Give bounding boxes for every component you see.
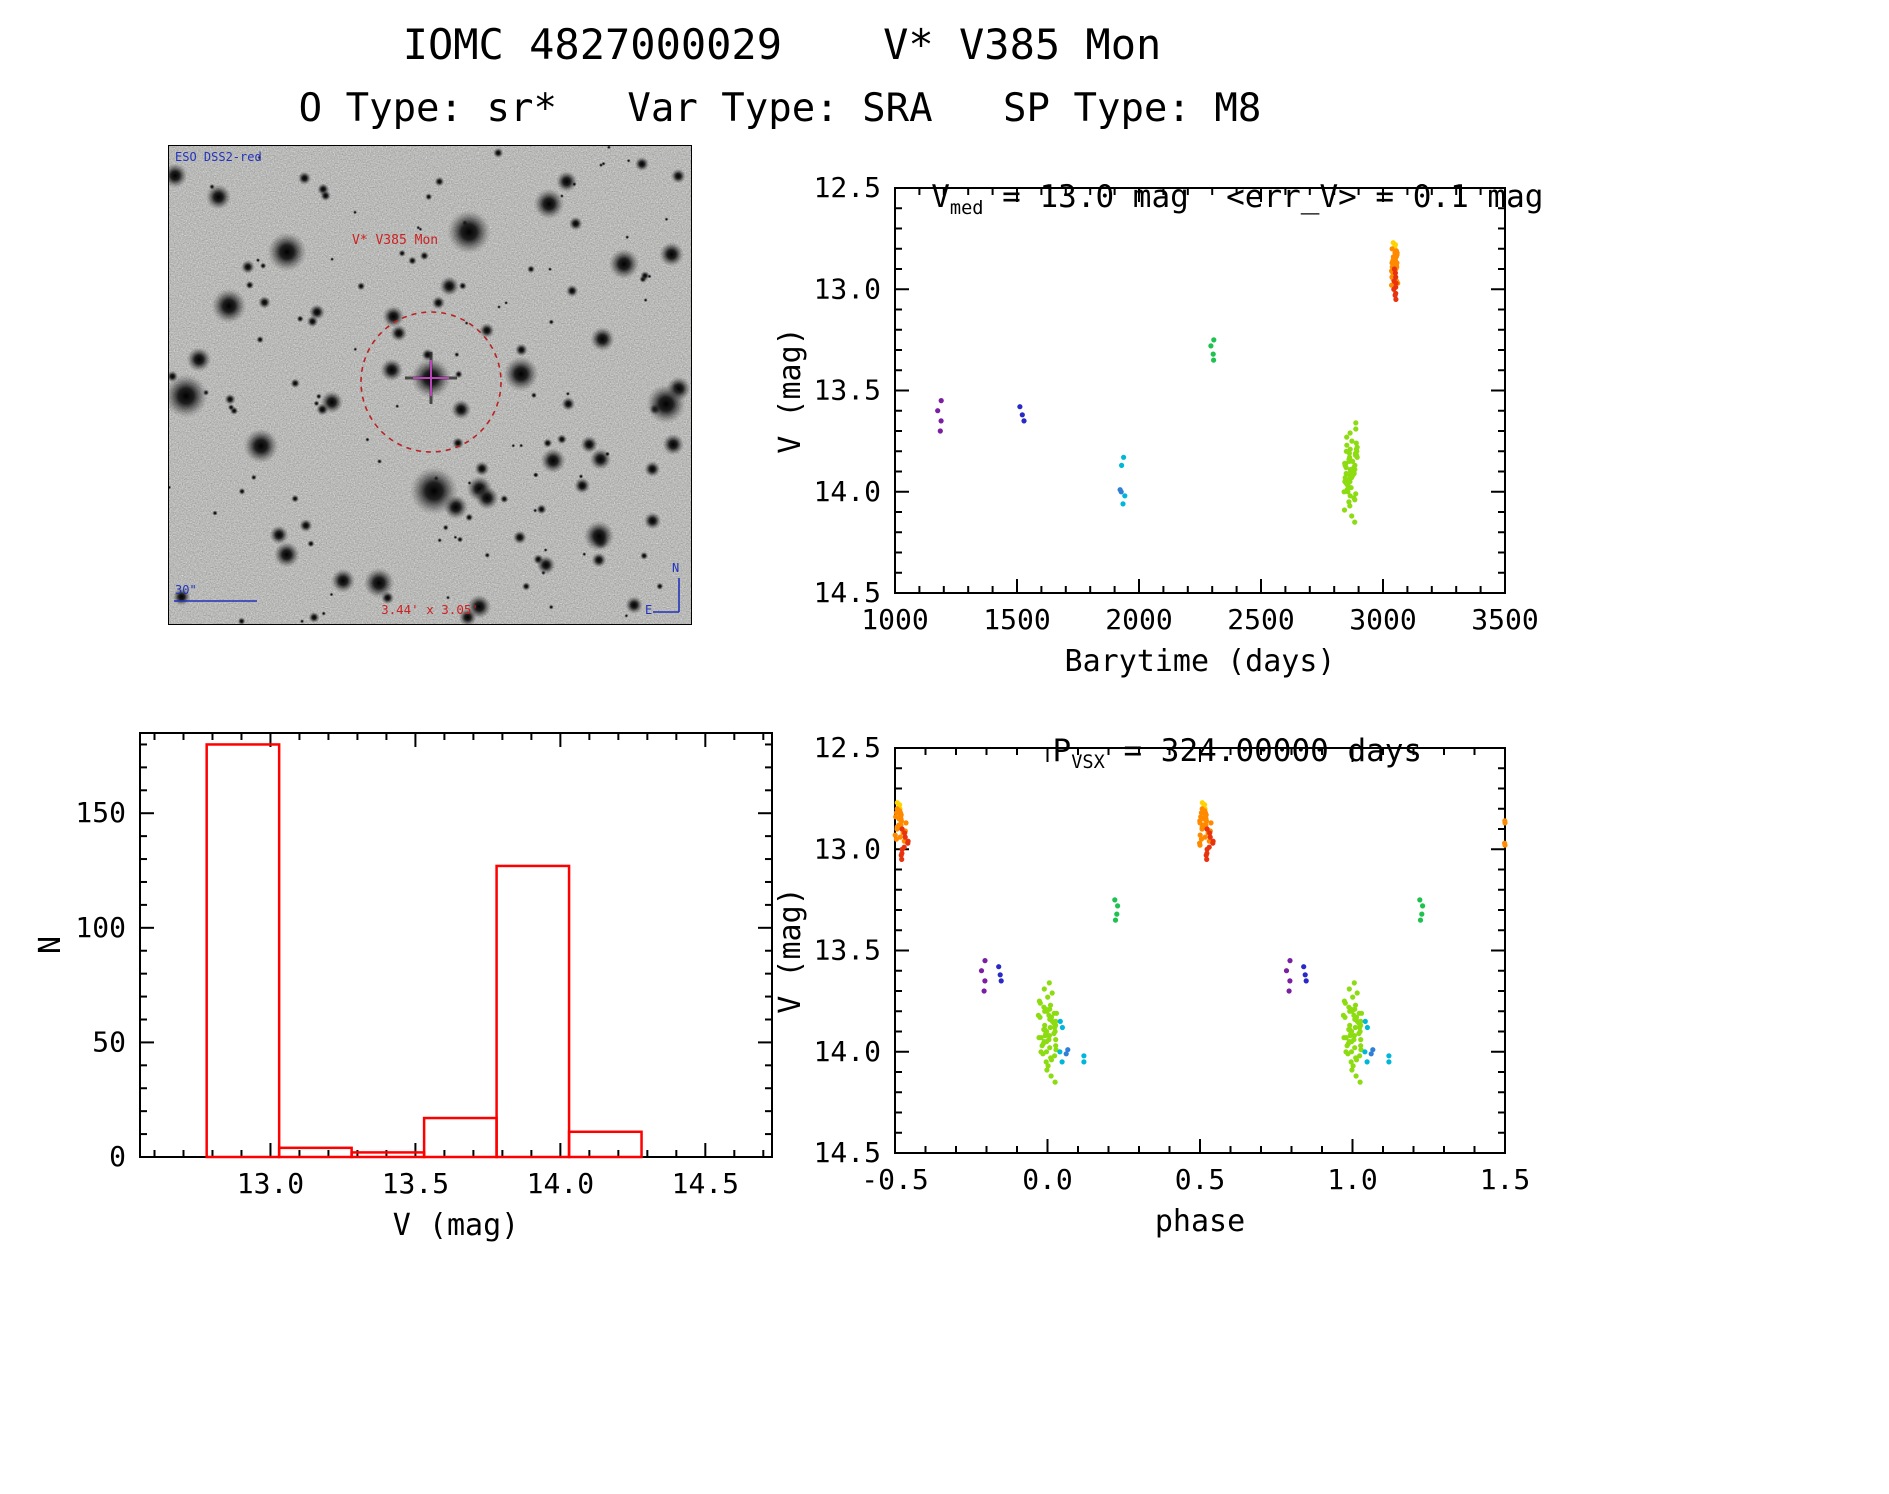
svg-text:12.5: 12.5 bbox=[814, 731, 881, 764]
title-rest: = 324.00000 days bbox=[1104, 733, 1423, 769]
compass-east-label: E bbox=[645, 603, 653, 617]
title-variable: P bbox=[1052, 733, 1072, 769]
phase-plot-title: PVSX = 324.00000 days bbox=[850, 697, 1550, 809]
page-title: IOMC 4827000029 V* V385 Mon bbox=[402, 20, 1162, 69]
svg-text:3000: 3000 bbox=[1349, 603, 1416, 636]
title-subscript: med bbox=[949, 198, 984, 220]
axis-ticks bbox=[140, 733, 772, 1158]
svg-text:3500: 3500 bbox=[1471, 603, 1538, 636]
y-axis-label: V (mag) bbox=[773, 887, 808, 1013]
svg-text:2000: 2000 bbox=[1105, 603, 1172, 636]
svg-text:14.5: 14.5 bbox=[814, 576, 881, 609]
svg-text:0.0: 0.0 bbox=[1022, 1163, 1073, 1196]
fov-label: 3.44' x 3.05' bbox=[381, 601, 479, 617]
compass-icon bbox=[653, 578, 680, 613]
svg-text:13.0: 13.0 bbox=[814, 272, 881, 305]
title-subscript: VSX bbox=[1071, 752, 1105, 774]
svg-text:14.5: 14.5 bbox=[672, 1167, 739, 1200]
svg-text:14.5: 14.5 bbox=[814, 1136, 881, 1169]
svg-text:14.0: 14.0 bbox=[814, 475, 881, 508]
histogram-bars bbox=[205, 743, 643, 1159]
svg-text:13.0: 13.0 bbox=[237, 1167, 304, 1200]
compass-north-label: N bbox=[672, 561, 680, 575]
svg-text:13.5: 13.5 bbox=[814, 934, 881, 967]
x-axis-label: phase bbox=[1155, 1204, 1245, 1239]
x-axis-label: Barytime (days) bbox=[1065, 644, 1336, 679]
scale-bar-label: 30" bbox=[175, 583, 197, 597]
svg-text:-0.5: -0.5 bbox=[861, 1163, 928, 1196]
sky-image bbox=[169, 146, 691, 624]
svg-text:13.5: 13.5 bbox=[382, 1167, 449, 1200]
svg-text:2500: 2500 bbox=[1227, 603, 1294, 636]
axis-frame bbox=[894, 187, 1506, 594]
svg-text:1000: 1000 bbox=[861, 603, 928, 636]
svg-text:13.0: 13.0 bbox=[814, 832, 881, 865]
svg-text:1500: 1500 bbox=[983, 603, 1050, 636]
svg-text:1.0: 1.0 bbox=[1327, 1163, 1378, 1196]
svg-text:50: 50 bbox=[92, 1025, 126, 1058]
svg-text:13.5: 13.5 bbox=[814, 374, 881, 407]
svg-text:100: 100 bbox=[75, 911, 126, 944]
data-points bbox=[935, 240, 1401, 525]
svg-text:14.0: 14.0 bbox=[814, 1035, 881, 1068]
magnitude-histogram-plot: 13.0 13.5 14.0 14.5 0 50 100 150 V (mag) N bbox=[33, 732, 773, 1243]
axis-frame bbox=[139, 732, 773, 1158]
y-axis-label: N bbox=[33, 936, 68, 954]
target-label: V* V385 Mon bbox=[352, 233, 439, 248]
svg-text:1.5: 1.5 bbox=[1480, 1163, 1531, 1196]
star-field bbox=[169, 146, 691, 624]
finding-chart: ESO DSS2-red V* V385 Mon 30" 3.44' x 3.0… bbox=[168, 145, 692, 625]
target-crosshair-icon bbox=[413, 360, 449, 396]
x-axis-label: V (mag) bbox=[393, 1208, 519, 1243]
page-subtitle: O Type: sr* Var Type: SRA SP Type: M8 bbox=[298, 86, 1262, 131]
y-axis-label: V (mag) bbox=[773, 327, 808, 453]
svg-text:0: 0 bbox=[109, 1140, 126, 1173]
survey-label: ESO DSS2-red bbox=[175, 150, 262, 164]
svg-text:12.5: 12.5 bbox=[814, 171, 881, 204]
svg-text:0.5: 0.5 bbox=[1175, 1163, 1226, 1196]
tick-labels: 1000 1500 2000 2500 3000 3500 12.5 13.0 13.5 14.0… bbox=[814, 171, 1539, 636]
axis-ticks bbox=[894, 187, 1506, 594]
svg-text:150: 150 bbox=[75, 796, 126, 829]
target-circle-marker bbox=[360, 311, 502, 453]
data-points bbox=[892, 800, 1508, 1085]
barytime-plot: 1000 1500 2000 2500 3000 3500 12.5 13.0 13.5 14.0… bbox=[773, 171, 1539, 679]
phase-plot: -0.5 0.0 0.5 1.0 1.5 12.5 13.0 13.5 14.0 14.5 phas… bbox=[773, 731, 1531, 1239]
tick-labels: 13.0 13.5 14.0 14.5 0 50 100 150 bbox=[75, 796, 739, 1200]
svg-text:14.0: 14.0 bbox=[527, 1167, 594, 1200]
tick-labels: -0.5 0.0 0.5 1.0 1.5 12.5 13.0 13.5 14.0 14.5 bbox=[814, 731, 1531, 1196]
